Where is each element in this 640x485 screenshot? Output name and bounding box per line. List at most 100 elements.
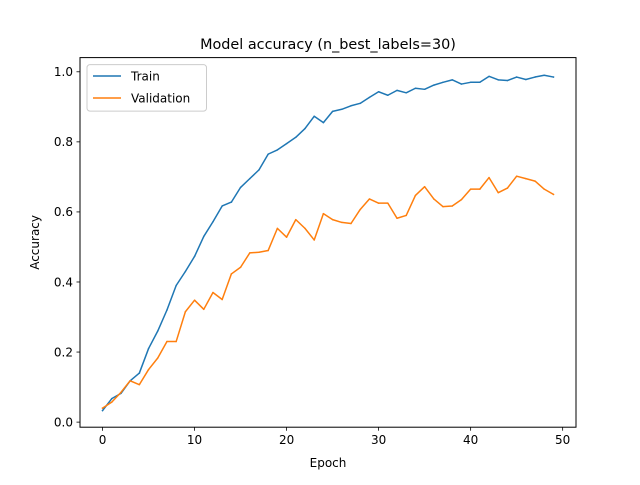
- data-point-validation: [506, 187, 509, 189]
- data-point-train: [239, 186, 242, 189]
- data-point-validation: [157, 357, 159, 359]
- x-tick-label: 10: [187, 433, 202, 447]
- data-point-validation: [267, 249, 269, 252]
- data-point-train: [515, 76, 518, 78]
- x-tick-label: 50: [555, 433, 570, 447]
- data-point-validation: [147, 368, 150, 371]
- data-point-validation: [304, 227, 306, 230]
- data-point-validation: [414, 194, 417, 197]
- data-point-train: [295, 136, 297, 139]
- data-point-train: [359, 102, 361, 105]
- data-point-train: [488, 75, 490, 78]
- data-point-train: [285, 142, 288, 145]
- data-point-validation: [396, 217, 398, 219]
- data-point-train: [451, 79, 453, 81]
- data-point-validation: [534, 180, 536, 182]
- data-point-train: [304, 127, 306, 130]
- x-tick-label: 0: [99, 433, 107, 447]
- data-point-train: [138, 372, 141, 374]
- data-point-train: [414, 87, 417, 89]
- data-point-train: [442, 81, 444, 84]
- data-point-train: [111, 397, 113, 400]
- data-point-validation: [368, 198, 371, 200]
- data-point-train: [331, 110, 334, 113]
- data-point-train: [147, 347, 150, 350]
- data-point-train: [341, 108, 343, 111]
- data-point-train: [230, 201, 233, 203]
- data-point-validation: [423, 185, 426, 188]
- data-point-validation: [451, 205, 453, 207]
- data-point-validation: [387, 202, 389, 204]
- data-point-train: [322, 121, 325, 124]
- data-point-train: [193, 255, 196, 258]
- series-line-train: [101, 74, 555, 412]
- y-axis-ticks: 0.0 0.2 0.4 0.6 0.8 1.0: [54, 65, 80, 429]
- data-point-train: [276, 149, 279, 151]
- x-tick-label: 30: [371, 433, 386, 447]
- data-point-train: [506, 79, 509, 82]
- legend-label-validation: Validation: [131, 92, 190, 106]
- data-point-train: [221, 205, 223, 207]
- data-point-validation: [488, 176, 490, 179]
- x-tick-label: 20: [279, 433, 294, 447]
- data-point-validation: [138, 383, 141, 386]
- data-point-validation: [276, 227, 279, 230]
- data-point-validation: [166, 340, 168, 343]
- data-point-train: [368, 96, 371, 99]
- data-point-validation: [460, 198, 463, 201]
- y-tick-label: 0.4: [54, 275, 73, 289]
- data-point-validation: [433, 198, 435, 200]
- data-point-validation: [341, 221, 343, 224]
- y-tick-label: 0.0: [54, 415, 73, 429]
- data-point-validation: [101, 407, 104, 409]
- legend-label-train: Train: [130, 70, 160, 84]
- data-point-validation: [322, 212, 325, 215]
- data-point-train: [543, 74, 545, 77]
- data-point-train: [175, 284, 177, 287]
- data-point-validation: [479, 188, 481, 190]
- data-point-train: [479, 81, 481, 84]
- data-point-validation: [405, 214, 407, 217]
- data-point-validation: [313, 239, 315, 241]
- data-point-train: [212, 220, 214, 223]
- data-point-validation: [212, 291, 214, 294]
- data-point-validation: [295, 218, 297, 221]
- data-point-train: [249, 177, 251, 180]
- data-point-validation: [120, 391, 122, 394]
- data-point-validation: [552, 193, 555, 196]
- y-axis-label: Accuracy: [28, 215, 42, 270]
- data-point-validation: [221, 298, 223, 301]
- data-point-train: [534, 76, 536, 78]
- y-tick-label: 1.0: [54, 65, 73, 79]
- data-point-validation: [230, 273, 233, 275]
- data-point-validation: [193, 299, 196, 301]
- data-point-validation: [203, 308, 205, 311]
- data-point-train: [460, 83, 463, 85]
- data-point-train: [184, 270, 187, 273]
- axes-frame: [79, 57, 577, 428]
- data-point-validation: [525, 177, 527, 180]
- x-tick-label: 40: [463, 433, 478, 447]
- legend: Train Validation: [86, 64, 207, 112]
- data-point-train: [552, 76, 555, 78]
- data-point-validation: [543, 188, 545, 190]
- data-point-validation: [285, 236, 288, 238]
- data-point-validation: [184, 311, 187, 313]
- series-layer: [101, 74, 555, 412]
- data-point-validation: [469, 188, 472, 190]
- data-point-train: [497, 79, 499, 81]
- data-point-validation: [129, 380, 131, 382]
- data-point-validation: [442, 205, 444, 208]
- data-point-validation: [515, 175, 518, 177]
- data-point-train: [267, 153, 269, 155]
- data-point-train: [469, 81, 472, 84]
- data-point-validation: [239, 266, 242, 269]
- data-point-train: [387, 94, 389, 97]
- data-point-train: [396, 89, 398, 92]
- data-point-train: [405, 92, 407, 94]
- data-point-validation: [175, 340, 177, 343]
- x-axis-label: Epoch: [310, 456, 347, 470]
- data-point-train: [101, 409, 104, 412]
- chart-title: Model accuracy (n_best_labels=30): [200, 37, 456, 53]
